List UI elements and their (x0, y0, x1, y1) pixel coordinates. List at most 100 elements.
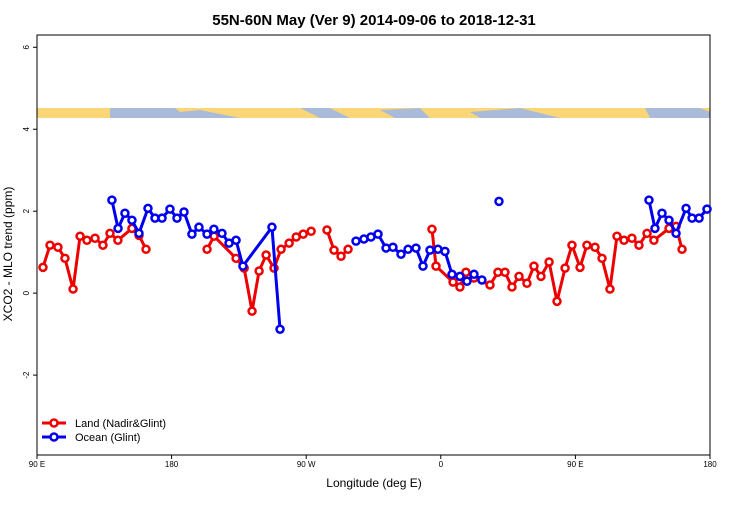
data-point (507, 282, 517, 292)
x-tick-label: 180 (703, 460, 717, 469)
x-tick-label: 90 E (29, 460, 45, 469)
data-point (418, 261, 428, 271)
data-point (75, 231, 85, 241)
data-point (231, 253, 241, 264)
plot-frame (36, 34, 711, 456)
data-point (612, 231, 622, 241)
data-point (45, 240, 55, 250)
data-point (276, 244, 286, 255)
data-point (98, 240, 108, 250)
data-point (477, 275, 487, 285)
legend-marker (49, 418, 59, 428)
legend-marker (49, 432, 59, 442)
data-point (582, 240, 592, 250)
x-tick-label: 0 (439, 460, 444, 469)
data-point (60, 253, 70, 264)
data-point (702, 204, 712, 214)
data-point (649, 235, 659, 246)
y-axis-label: XCO2 - MLO trend (ppm) (1, 187, 15, 322)
data-point (261, 250, 271, 260)
series-line (430, 224, 684, 302)
data-point (68, 284, 78, 294)
data-point (455, 282, 465, 292)
data-point (343, 244, 353, 255)
data-point (82, 235, 92, 246)
data-point (113, 235, 123, 246)
map-strip (37, 108, 710, 118)
data-point (179, 207, 189, 217)
data-point (209, 224, 219, 234)
data-point (694, 213, 704, 223)
data-point (455, 271, 465, 282)
data-point (113, 223, 123, 234)
y-tick-label: 4 (22, 126, 31, 131)
data-point (650, 223, 660, 234)
data-point (275, 324, 285, 334)
data-point (536, 271, 546, 282)
data-point (396, 249, 406, 259)
data-point (165, 204, 175, 214)
data-point (329, 245, 339, 255)
data-point (322, 225, 332, 235)
data-point (120, 208, 130, 218)
data-point (485, 280, 495, 290)
data-point (336, 251, 346, 262)
data-point (425, 245, 435, 255)
y-tick-label: 6 (22, 45, 31, 50)
chart-title: 55N-60N May (Ver 9) 2014-09-06 to 2018-1… (212, 12, 536, 29)
data-point (447, 269, 457, 280)
data-point (462, 276, 472, 287)
data-point (560, 263, 570, 273)
x-axis-label: Longitude (deg E) (326, 476, 421, 490)
data-point (681, 203, 691, 214)
data-point (440, 246, 450, 257)
x-tick-label: 180 (165, 460, 179, 469)
data-point (627, 233, 637, 243)
data-point (427, 224, 437, 234)
data-point (529, 261, 539, 271)
data-point (575, 262, 585, 273)
x-tick-label: 90 E (567, 460, 583, 469)
map-land (37, 108, 710, 118)
data-point (194, 222, 204, 232)
data-point (107, 195, 117, 205)
data-point (143, 203, 153, 214)
data-point (403, 244, 413, 255)
x-tick-label: 90 W (297, 460, 316, 469)
data-point (671, 228, 681, 239)
data-point (238, 261, 248, 271)
legend-label: Ocean (Glint) (75, 432, 140, 444)
data-point (247, 306, 257, 316)
data-point (514, 271, 524, 282)
data-point (605, 284, 615, 294)
data-point (644, 195, 654, 205)
data-point (157, 213, 167, 223)
data-point (448, 277, 458, 287)
data-point (494, 196, 504, 207)
data-point (657, 208, 667, 218)
data-point (298, 229, 308, 239)
map-ocean (110, 108, 710, 118)
data-point (127, 215, 137, 225)
legend-label: Land (Nadir&Glint) (75, 418, 166, 430)
data-point (677, 244, 687, 255)
data-point (172, 213, 182, 223)
data-point (411, 243, 421, 253)
data-point (306, 226, 316, 237)
data-point (231, 235, 241, 246)
data-point (217, 228, 227, 239)
data-point (590, 242, 600, 253)
data-point (522, 278, 532, 289)
data-point (351, 236, 361, 246)
data-point (134, 228, 144, 239)
data-point (141, 244, 151, 255)
data-point (544, 257, 554, 267)
data-point (567, 240, 577, 250)
data-point (202, 229, 212, 239)
data-point (642, 228, 652, 239)
data-point (284, 238, 294, 248)
data-point (619, 235, 629, 246)
data-point (500, 267, 510, 277)
